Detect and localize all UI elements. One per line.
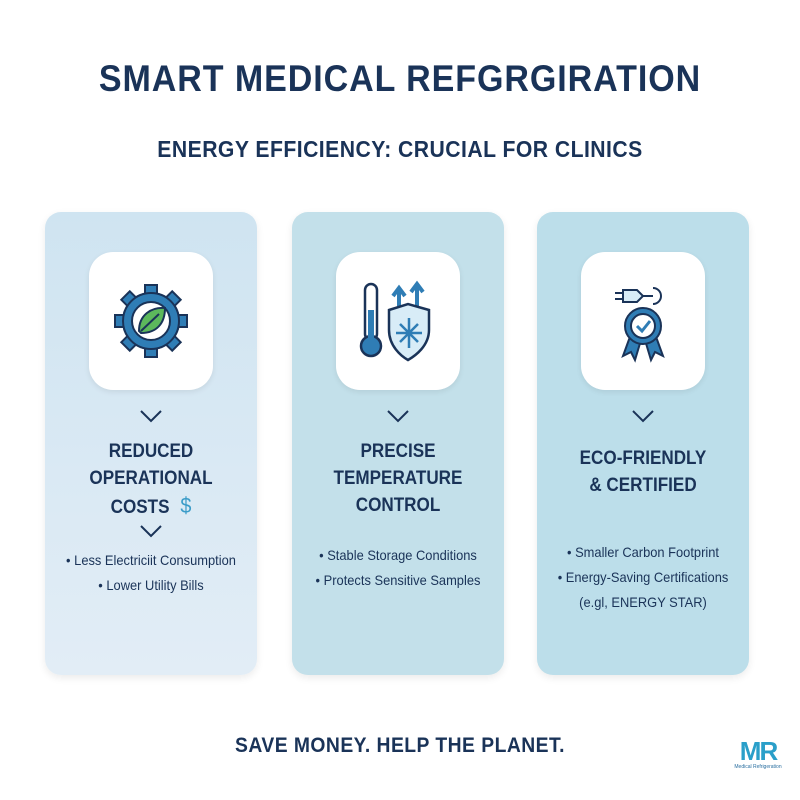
card-title: REDUCED OPERATIONAL COSTS $ xyxy=(56,438,247,521)
bullet-item: • Smaller Carbon Footprint xyxy=(566,544,719,560)
plug-award-ribbon-icon xyxy=(581,252,705,390)
page-subtitle: ENERGY EFFICIENCY: CRUCIAL FOR CLINICS xyxy=(157,136,643,162)
logo-mark: MR xyxy=(739,736,778,766)
footer-tagline: SAVE MONEY. HELP THE PLANET. xyxy=(235,734,565,757)
chevron-down-icon xyxy=(632,410,654,423)
card-reduced-costs: REDUCED OPERATIONAL COSTS $ • Less Electr… xyxy=(45,212,257,675)
bullet-item: • Protects Sensitive Samples xyxy=(315,572,481,588)
card-title-line: OPERATIONAL xyxy=(89,468,213,489)
card-title-line: PRECISE xyxy=(360,441,436,462)
card-title: PRECISE TEMPERATURE CONTROL xyxy=(303,438,494,519)
bullet-list: • Stable Storage Conditions • Protects S… xyxy=(300,543,495,593)
card-title-line: & CERTIFIED xyxy=(589,475,697,496)
thermometer-snowflake-shield-icon xyxy=(336,252,460,390)
card-title-line: REDUCED xyxy=(108,441,194,462)
card-title-line: TEMPERATURE xyxy=(333,468,463,489)
gear-leaf-icon xyxy=(89,252,213,390)
dollar-icon: $ xyxy=(180,493,192,518)
bullet-item: • Stable Storage Conditions xyxy=(319,547,477,563)
card-title-line: ECO-FRIENDLY xyxy=(579,448,707,469)
page-title: SMART MEDICAL REFGRGIRATION xyxy=(98,58,702,99)
bullet-item: • Less Electriciit Consumption xyxy=(66,552,236,568)
bullet-item-continued: (e.gl, ENERGY STAR) xyxy=(579,594,707,610)
card-eco-friendly: ECO-FRIENDLY & CERTIFIED • Smaller Carbo… xyxy=(537,212,749,675)
card-temperature-control: PRECISE TEMPERATURE CONTROL • Stable Sto… xyxy=(292,212,504,675)
brand-logo: MR Medical Refrigeration xyxy=(728,738,788,788)
card-title: ECO-FRIENDLY & CERTIFIED xyxy=(548,445,739,499)
chevron-down-icon xyxy=(140,525,162,538)
bullet-list: • Smaller Carbon Footprint • Energy-Savi… xyxy=(545,540,740,615)
bullet-item: • Energy-Saving Certifications xyxy=(557,569,729,585)
logo-text: Medical Refrigeration xyxy=(734,764,782,770)
bullet-item: • Lower Utility Bills xyxy=(98,577,204,593)
card-title-line: CONTROL xyxy=(355,495,441,516)
bullet-list: • Less Electriciit Consumption • Lower U… xyxy=(53,548,248,598)
card-title-line: COSTS xyxy=(110,497,170,518)
chevron-down-icon xyxy=(140,410,162,423)
chevron-down-icon xyxy=(387,410,409,423)
